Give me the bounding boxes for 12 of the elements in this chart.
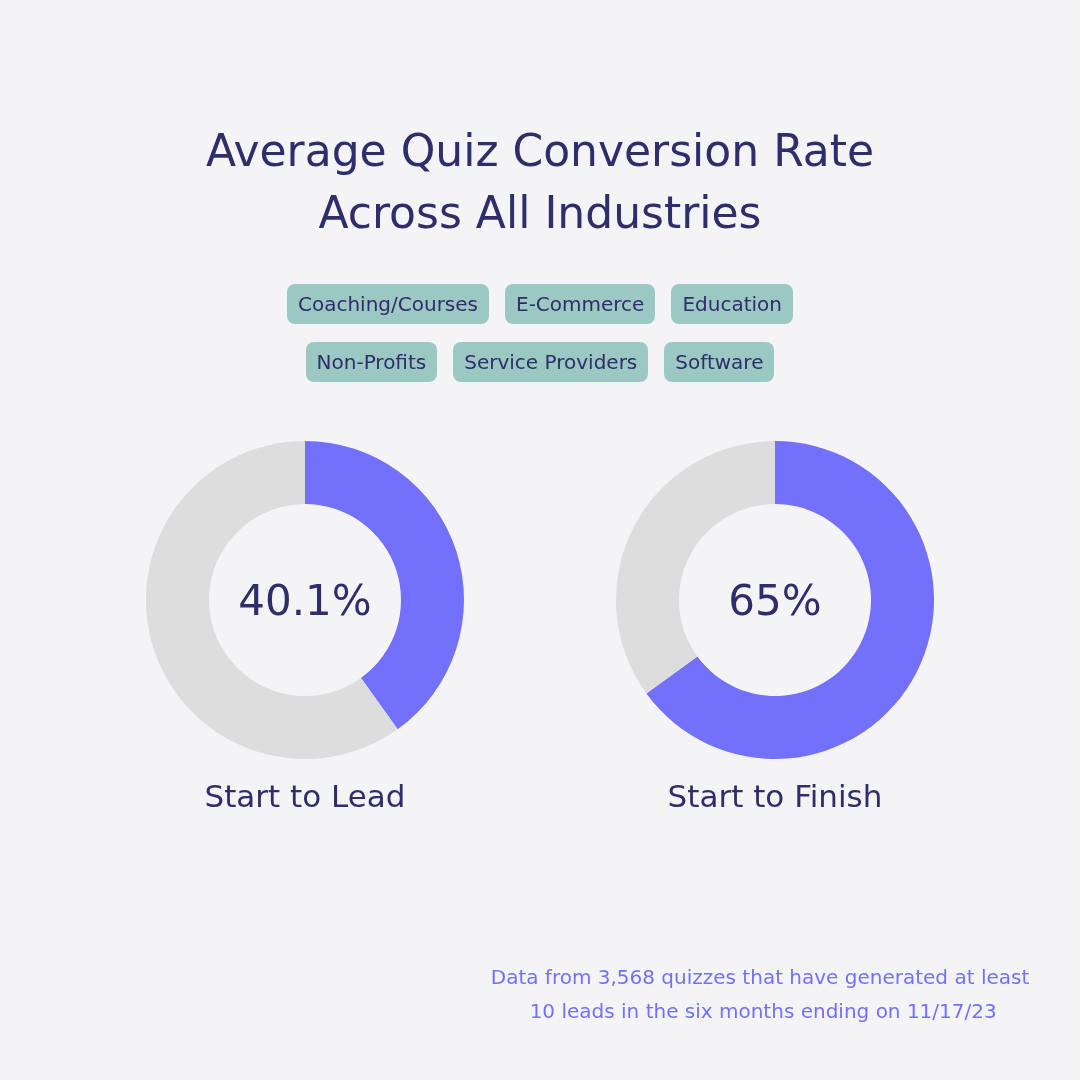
text: Coaching/Courses [286, 284, 490, 324]
text: Service Providers [453, 342, 649, 382]
text: Start to Finish [667, 777, 883, 814]
text: Average Quiz Conversion Rate Across All Industries [204, 124, 876, 240]
text: E-Commerce [505, 284, 656, 324]
text: Software [664, 342, 775, 382]
text: 40.1% [238, 575, 372, 625]
text: Education [671, 284, 794, 324]
text: 65% [728, 575, 822, 625]
text: Start to Lead [204, 777, 406, 814]
text: Data from 3,568 quizzes that have generated at least 10 leads in the six months ending on 11/17/23 [490, 965, 1030, 1023]
text: Non-Profits [305, 342, 438, 382]
